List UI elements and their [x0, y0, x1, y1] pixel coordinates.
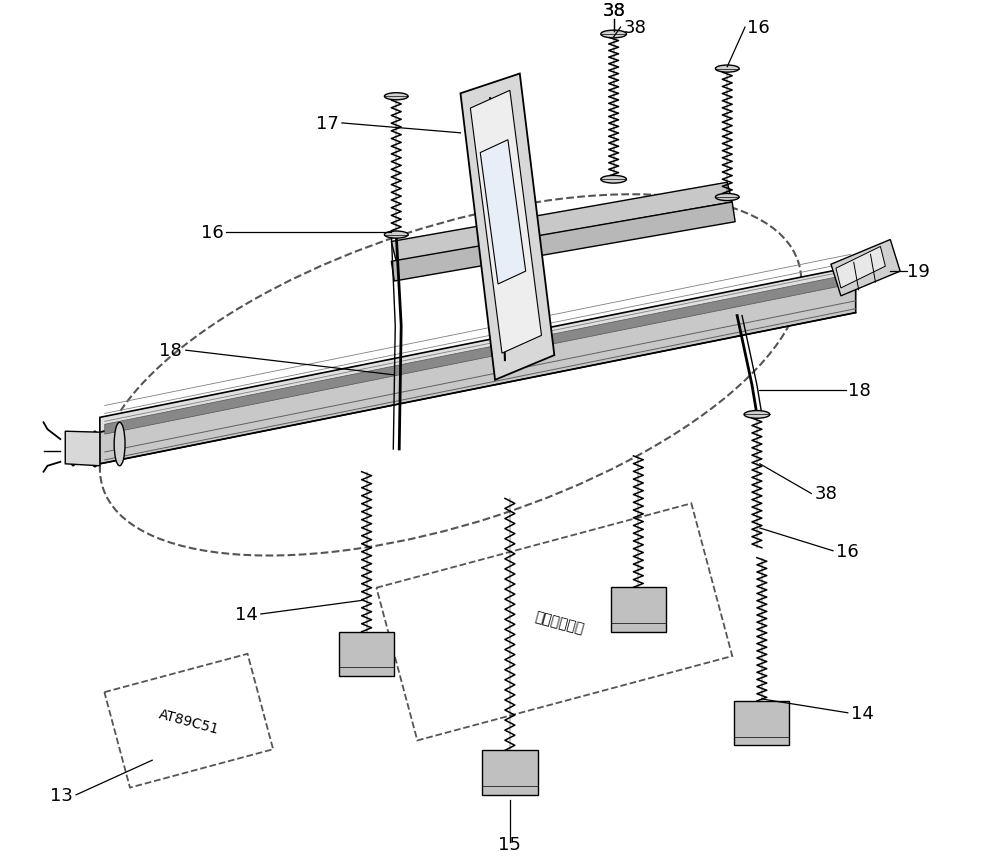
Polygon shape: [460, 74, 554, 381]
Polygon shape: [734, 701, 789, 746]
Text: 18: 18: [159, 342, 182, 360]
Text: 38: 38: [602, 3, 625, 20]
Polygon shape: [480, 140, 526, 285]
Text: 14: 14: [851, 704, 874, 722]
Ellipse shape: [384, 232, 408, 238]
Text: 13: 13: [50, 786, 73, 804]
Text: 19: 19: [907, 263, 930, 281]
Ellipse shape: [744, 411, 770, 418]
Text: 38: 38: [624, 19, 646, 37]
Polygon shape: [105, 275, 851, 435]
Polygon shape: [836, 247, 885, 288]
Text: 步进电机驱动: 步进电机驱动: [533, 609, 585, 635]
Polygon shape: [65, 431, 100, 467]
Text: 15: 15: [498, 835, 521, 853]
Polygon shape: [100, 267, 856, 433]
Text: 38: 38: [814, 485, 837, 503]
Text: 14: 14: [235, 605, 258, 623]
Polygon shape: [391, 183, 732, 262]
Ellipse shape: [715, 66, 739, 73]
Ellipse shape: [114, 423, 125, 467]
Text: AT89C51: AT89C51: [157, 706, 221, 735]
FancyBboxPatch shape: [104, 654, 273, 788]
Text: 38: 38: [602, 3, 625, 20]
Ellipse shape: [70, 438, 77, 467]
Text: 16: 16: [836, 542, 859, 561]
Ellipse shape: [384, 94, 408, 101]
Text: 17: 17: [316, 115, 339, 133]
Polygon shape: [831, 240, 900, 296]
Ellipse shape: [601, 177, 626, 184]
Polygon shape: [470, 91, 541, 354]
Polygon shape: [482, 751, 538, 795]
Ellipse shape: [90, 431, 99, 468]
Ellipse shape: [601, 31, 626, 39]
Text: 18: 18: [848, 381, 871, 400]
Polygon shape: [611, 587, 666, 632]
Text: 16: 16: [747, 19, 770, 37]
Polygon shape: [100, 282, 856, 464]
Polygon shape: [339, 632, 394, 677]
Ellipse shape: [715, 195, 739, 201]
Text: 16: 16: [201, 223, 223, 241]
Polygon shape: [391, 202, 735, 282]
